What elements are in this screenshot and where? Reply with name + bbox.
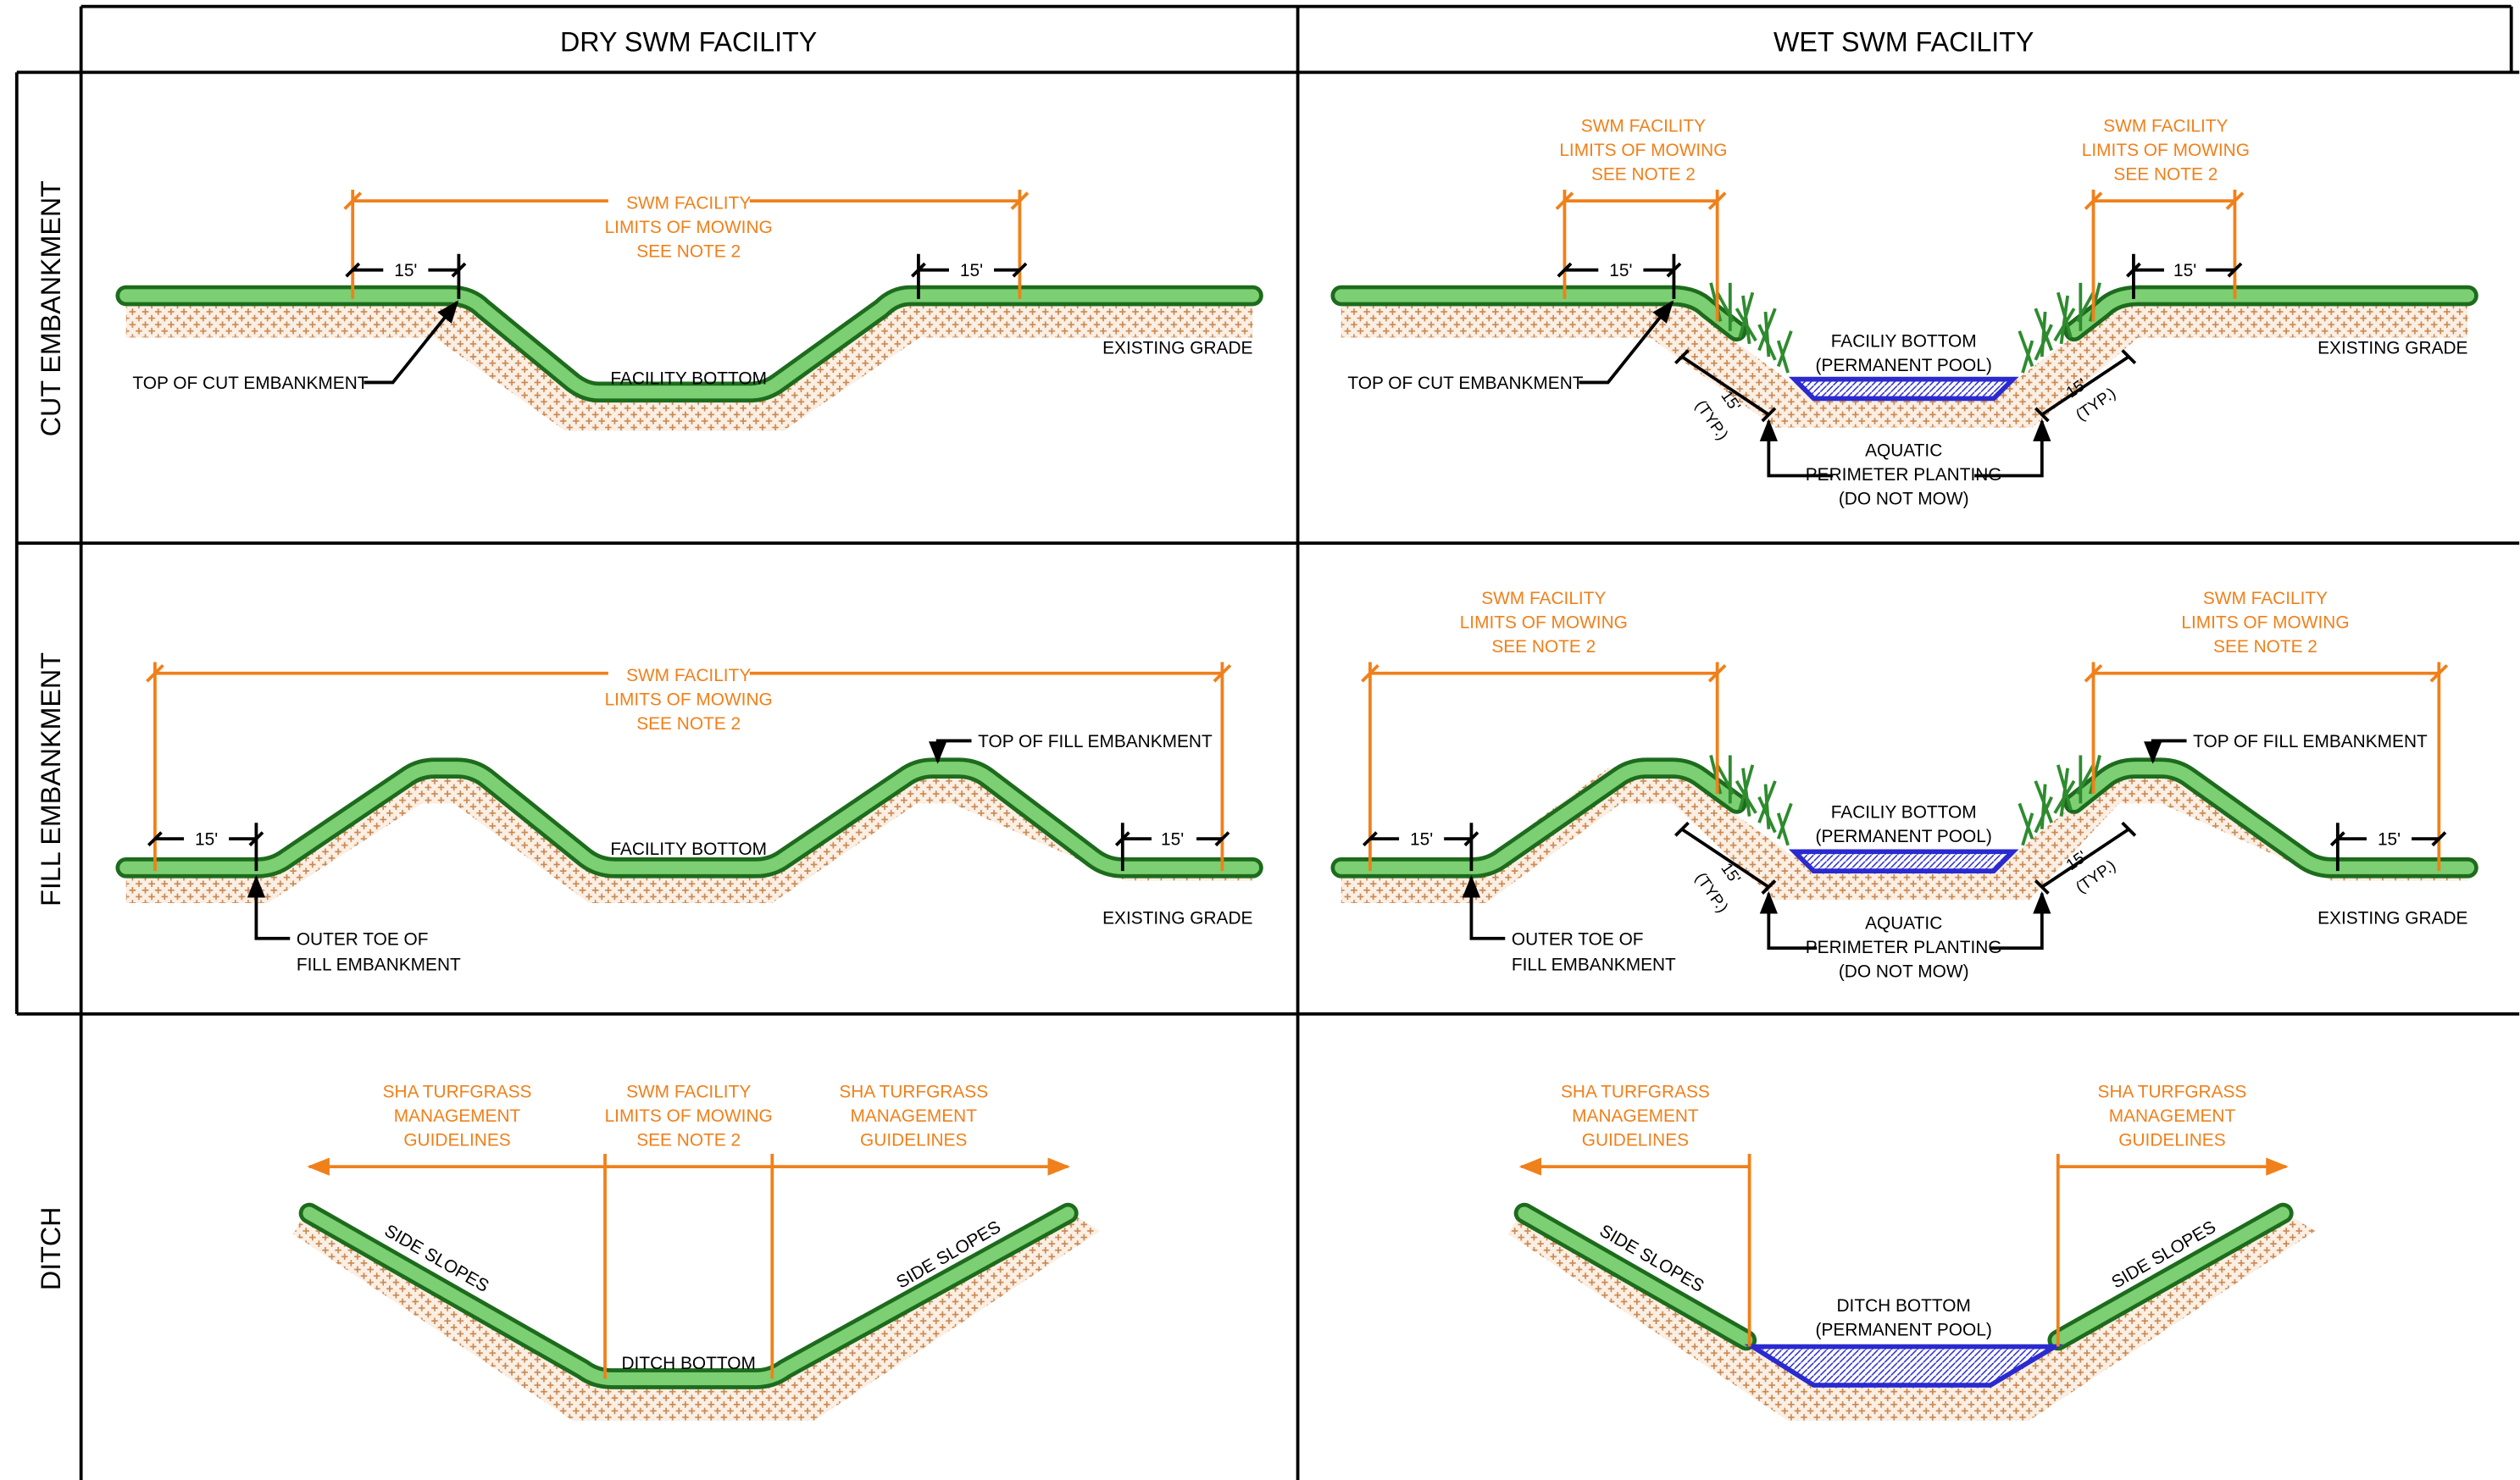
ditch-wet-sha-left-2: MANAGEMENT — [1572, 1106, 1699, 1126]
fill-wet-existing-grade: EXISTING GRADE — [2317, 909, 2467, 928]
cut-dry-swm-3: SEE NOTE 2 — [636, 241, 741, 261]
cut-dry-dim-right: 15' — [960, 261, 983, 280]
ditch-dry-sha-left-2: MANAGEMENT — [394, 1106, 521, 1126]
column-header-wet: WET SWM FACILITY — [1773, 27, 2034, 58]
fill-wet-aquatic-3: (DO NOT MOW) — [1839, 962, 1969, 981]
fill-wet-right-swm-2: LIMITS OF MOWING — [2181, 613, 2349, 633]
table-grid — [14, 4, 2520, 1480]
cut-wet-dim-right: 15' — [2173, 261, 2196, 280]
ditch-wet-sha-right-2: MANAGEMENT — [2109, 1106, 2236, 1126]
fill-wet-outer-toe-2: FILL EMBANKMENT — [1512, 956, 1676, 975]
cut-wet-aquatic-3: (DO NOT MOW) — [1839, 490, 1969, 509]
fill-wet-section: SWM FACILITY LIMITS OF MOWING SEE NOTE 2… — [1330, 589, 2478, 981]
cut-wet-left-swm-1: SWM FACILITY — [1581, 117, 1706, 136]
aquatic-grass-icon — [1709, 282, 2101, 374]
cut-wet-aquatic-1: AQUATIC — [1865, 441, 1942, 461]
fill-dry-top-of-fill: TOP OF FILL EMBANKMENT — [978, 732, 1213, 751]
fill-wet-aquatic-2: PERIMETER PLANTING — [1806, 938, 2002, 957]
fill-wet-bottom-1: FACILIY BOTTOM — [1831, 802, 1977, 822]
fill-dry-section: SWM FACILITY LIMITS OF MOWING SEE NOTE 2… — [115, 662, 1263, 975]
cut-wet-top-of-cut: TOP OF CUT EMBANKMENT — [1347, 374, 1583, 393]
fill-wet-permanent-pool — [1788, 849, 2019, 873]
cut-wet-bottom-2: (PERMANENT POOL) — [1816, 356, 1992, 375]
ditch-wet-bottom-2: (PERMANENT POOL) — [1816, 1320, 1992, 1339]
ditch-wet-sha-left-1: SHA TURFGRASS — [1561, 1083, 1710, 1102]
ditch-wet-bottom-1: DITCH BOTTOM — [1837, 1296, 1971, 1316]
cut-wet-aquatic-2: PERIMETER PLANTING — [1806, 465, 2002, 485]
fill-wet-bottom-2: (PERMANENT POOL) — [1816, 827, 1992, 846]
aquatic-grass-icon — [1709, 755, 2101, 846]
cut-wet-section: SWM FACILITY LIMITS OF MOWING SEE NOTE 2… — [1330, 117, 2478, 509]
ditch-dry-swm-3: SEE NOTE 2 — [636, 1130, 741, 1150]
fill-wet-dim-right: 15' — [2378, 830, 2401, 850]
cut-wet-right-swm-3: SEE NOTE 2 — [2113, 164, 2217, 184]
fill-wet-dim-left: 15' — [1410, 830, 1433, 850]
cut-dry-dim-left: 15' — [394, 261, 417, 280]
fill-wet-left-swm-3: SEE NOTE 2 — [1491, 637, 1596, 657]
ditch-dry-sha-left-3: GUIDELINES — [403, 1130, 510, 1150]
ditch-wet-sha-right-3: GUIDELINES — [2118, 1130, 2225, 1150]
row-header-cut: CUT EMBANKMENT — [36, 180, 66, 436]
cut-wet-dim-left: 15' — [1609, 261, 1632, 280]
row-header-fill: FILL EMBANKMENT — [36, 652, 66, 906]
fill-wet-right-swm-3: SEE NOTE 2 — [2213, 637, 2317, 657]
fill-wet-left-swm-2: LIMITS OF MOWING — [1460, 613, 1628, 633]
cut-wet-bottom-1: FACILIY BOTTOM — [1831, 332, 1977, 352]
row-header-ditch: DITCH — [36, 1207, 66, 1290]
fill-dry-outer-toe-1: OUTER TOE OF — [297, 929, 429, 949]
ditch-dry-swm-1: SWM FACILITY — [626, 1083, 751, 1102]
fill-dry-facility-bottom: FACILITY BOTTOM — [610, 840, 767, 859]
ditch-dry-swm-2: LIMITS OF MOWING — [605, 1106, 773, 1126]
cut-wet-right-swm-1: SWM FACILITY — [2103, 117, 2228, 136]
fill-wet-right-swm-1: SWM FACILITY — [2203, 589, 2328, 608]
fill-wet-aquatic-1: AQUATIC — [1865, 913, 1942, 933]
fill-wet-top-of-fill: TOP OF FILL EMBANKMENT — [2193, 732, 2428, 751]
fill-dry-dim-left: 15' — [195, 830, 218, 850]
ditch-dry-sha-right-2: MANAGEMENT — [850, 1106, 977, 1126]
fill-dry-outer-toe-2: FILL EMBANKMENT — [297, 956, 461, 975]
ditch-wet-sha-left-3: GUIDELINES — [1582, 1130, 1689, 1150]
fill-wet-left-swm-1: SWM FACILITY — [1481, 589, 1606, 608]
ditch-wet-sha-right-1: SHA TURFGRASS — [2098, 1083, 2247, 1102]
cut-wet-right-swm-2: LIMITS OF MOWING — [2082, 141, 2250, 160]
cut-dry-swm-1: SWM FACILITY — [626, 194, 751, 213]
cut-wet-existing-grade: EXISTING GRADE — [2317, 338, 2467, 358]
cut-dry-section: SWM FACILITY LIMITS OF MOWING SEE NOTE 2… — [115, 189, 1263, 431]
fill-dry-dim-right: 15' — [1161, 830, 1184, 850]
fill-dry-existing-grade: EXISTING GRADE — [1102, 909, 1252, 928]
ditch-dry-sha-right-1: SHA TURFGRASS — [839, 1083, 988, 1102]
ditch-dry-bottom: DITCH BOTTOM — [621, 1354, 755, 1373]
ditch-dry-sha-left-1: SHA TURFGRASS — [383, 1083, 532, 1102]
cut-dry-swm-2: LIMITS OF MOWING — [605, 218, 773, 237]
cut-dry-existing-grade: EXISTING GRADE — [1102, 338, 1252, 358]
cut-wet-left-swm-3: SEE NOTE 2 — [1591, 164, 1696, 184]
cut-dry-top-of-cut: TOP OF CUT EMBANKMENT — [132, 374, 368, 393]
cut-wet-permanent-pool — [1788, 376, 2019, 402]
fill-dry-swm-2: LIMITS OF MOWING — [605, 690, 773, 710]
fill-dry-swm-3: SEE NOTE 2 — [636, 714, 741, 734]
fill-dry-swm-1: SWM FACILITY — [626, 666, 751, 685]
ditch-dry-section: SHA TURFGRASS MANAGEMENT GUIDELINES SWM … — [293, 1083, 1101, 1421]
fill-wet-outer-toe-1: OUTER TOE OF — [1512, 929, 1644, 949]
cut-wet-left-swm-2: LIMITS OF MOWING — [1559, 141, 1727, 160]
column-header-dry: DRY SWM FACILITY — [560, 27, 817, 58]
cut-dry-facility-bottom: FACILITY BOTTOM — [610, 369, 767, 388]
ditch-wet-permanent-pool — [1744, 1344, 2064, 1388]
ditch-dry-sha-right-3: GUIDELINES — [860, 1130, 967, 1150]
ditch-wet-section: SHA TURFGRASS MANAGEMENT GUIDELINES SHA … — [1508, 1083, 2316, 1421]
